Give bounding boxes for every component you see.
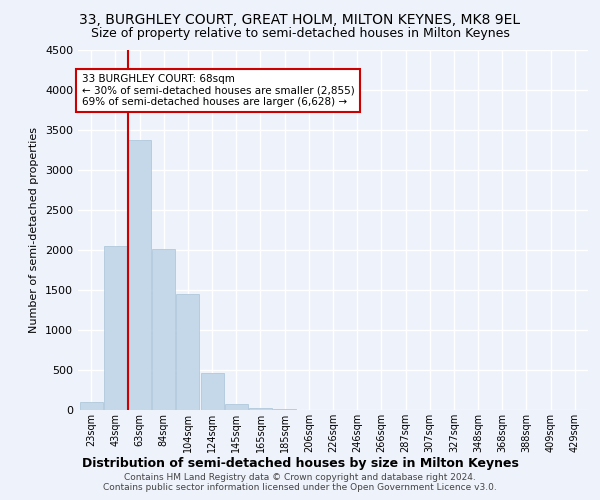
Bar <box>128 140 151 410</box>
Text: Contains HM Land Registry data © Crown copyright and database right 2024.
Contai: Contains HM Land Registry data © Crown c… <box>103 473 497 492</box>
Bar <box>225 404 248 410</box>
Bar <box>273 409 296 410</box>
Bar <box>104 246 127 410</box>
Bar <box>249 408 272 410</box>
Bar <box>200 373 224 410</box>
Y-axis label: Number of semi-detached properties: Number of semi-detached properties <box>29 127 40 333</box>
Text: Distribution of semi-detached houses by size in Milton Keynes: Distribution of semi-detached houses by … <box>82 458 518 470</box>
Bar <box>152 249 175 410</box>
Text: 33 BURGHLEY COURT: 68sqm
← 30% of semi-detached houses are smaller (2,855)
69% o: 33 BURGHLEY COURT: 68sqm ← 30% of semi-d… <box>82 74 355 107</box>
Text: 33, BURGHLEY COURT, GREAT HOLM, MILTON KEYNES, MK8 9EL: 33, BURGHLEY COURT, GREAT HOLM, MILTON K… <box>79 12 521 26</box>
Bar <box>80 402 103 410</box>
Text: Size of property relative to semi-detached houses in Milton Keynes: Size of property relative to semi-detach… <box>91 28 509 40</box>
Bar <box>176 294 199 410</box>
